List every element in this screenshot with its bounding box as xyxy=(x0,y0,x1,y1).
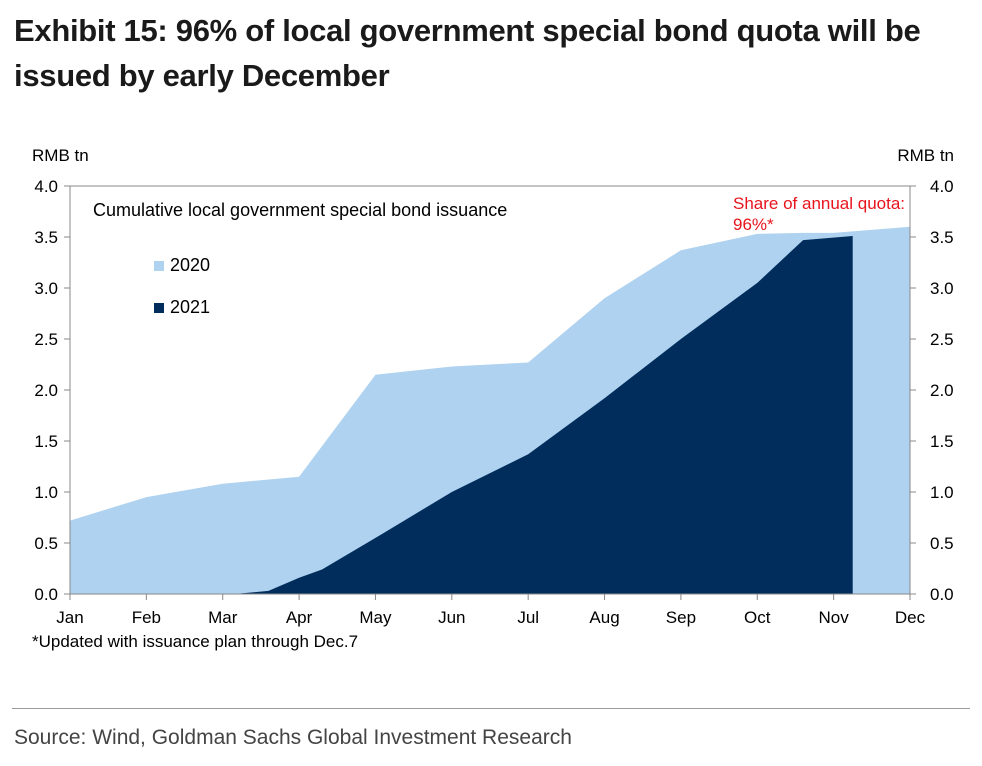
right-y-tick-label: 0.5 xyxy=(930,534,954,553)
x-tick-label-jan: Jan xyxy=(56,608,83,627)
x-tick-label-dec: Dec xyxy=(895,608,926,627)
x-tick-label-sep: Sep xyxy=(666,608,696,627)
legend: 2020 2021 xyxy=(154,255,210,317)
quota-annotation: Share of annual quota: 96%* xyxy=(733,194,905,234)
legend-swatch-2021 xyxy=(154,303,164,313)
left-y-tick-label: 2.0 xyxy=(34,381,58,400)
right-y-tick-label: 4.0 xyxy=(930,177,954,196)
chart-inner-title: Cumulative local government special bond… xyxy=(93,200,507,220)
left-y-tick-label: 4.0 xyxy=(34,177,58,196)
right-y-tick-label: 1.5 xyxy=(930,432,954,451)
x-tick-label-oct: Oct xyxy=(744,608,771,627)
legend-label-2020: 2020 xyxy=(170,255,210,275)
x-tick-label-nov: Nov xyxy=(819,608,850,627)
right-unit-label: RMB tn xyxy=(897,146,954,165)
legend-swatch-2020 xyxy=(154,261,164,271)
right-y-tick-label: 2.0 xyxy=(930,381,954,400)
left-unit-label: RMB tn xyxy=(32,146,89,165)
x-tick-label-apr: Apr xyxy=(286,608,313,627)
source-note: Source: Wind, Goldman Sachs Global Inves… xyxy=(14,726,572,749)
left-y-tick-label: 0.0 xyxy=(34,585,58,604)
legend-label-2021: 2021 xyxy=(170,297,210,317)
left-y-tick-label: 1.0 xyxy=(34,483,58,502)
x-tick-label-mar: Mar xyxy=(208,608,238,627)
left-y-tick-label: 2.5 xyxy=(34,330,58,349)
x-tick-label-feb: Feb xyxy=(132,608,161,627)
x-tick-label-jul: Jul xyxy=(517,608,539,627)
right-y-tick-label: 1.0 xyxy=(930,483,954,502)
x-tick-label-may: May xyxy=(359,608,392,627)
axes-layer: 0.0 0.0 0.5 0.5 1.0 1.0 1.5 1.5 2.0 2.0 2.5 2.5 3.0 3… xyxy=(34,177,953,627)
footnote: *Updated with issuance plan through Dec.… xyxy=(32,632,359,651)
right-y-tick-label: 2.5 xyxy=(930,330,954,349)
x-tick-label-aug: Aug xyxy=(589,608,619,627)
left-y-tick-label: 3.5 xyxy=(34,228,58,247)
right-y-tick-label: 3.5 xyxy=(930,228,954,247)
divider xyxy=(12,708,970,709)
exhibit-title: Exhibit 15: 96% of local government spec… xyxy=(14,13,921,93)
left-y-tick-label: 0.5 xyxy=(34,534,58,553)
chart-plot xyxy=(70,226,910,595)
left-y-tick-label: 3.0 xyxy=(34,279,58,298)
annotation-line-2: 96%* xyxy=(733,215,774,234)
area-chart: 0.0 0.0 0.5 0.5 1.0 1.0 1.5 1.5 2.0 2.0 2.5 2.5 3.0 3… xyxy=(32,146,954,627)
right-y-tick-label: 0.0 xyxy=(930,585,954,604)
x-tick-label-jun: Jun xyxy=(438,608,465,627)
right-y-tick-label: 3.0 xyxy=(930,279,954,298)
left-y-tick-label: 1.5 xyxy=(34,432,58,451)
area-series-2021 xyxy=(234,236,853,594)
annotation-line-1: Share of annual quota: xyxy=(733,194,905,213)
